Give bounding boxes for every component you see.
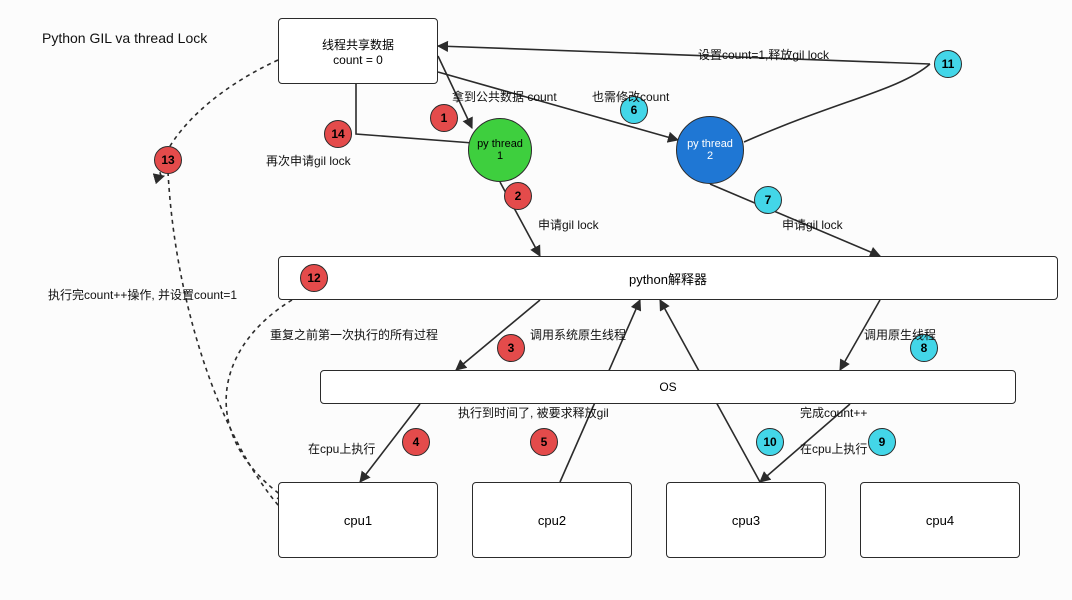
edge-label: 执行到时间了, 被要求释放gil bbox=[458, 404, 609, 421]
box-interp-line: python解释器 bbox=[629, 269, 707, 288]
step-badge-5: 5 bbox=[530, 428, 558, 456]
thread-t2-line: 2 bbox=[687, 150, 733, 162]
edge-label: 重复之前第一次执行的所有过程 bbox=[270, 326, 438, 343]
edge-label: 申请gil lock bbox=[538, 216, 599, 233]
edge-label: 拿到公共数据 count bbox=[452, 88, 557, 105]
box-cpu4-line: cpu4 bbox=[926, 513, 954, 528]
edge-label: 再次申请gil lock bbox=[266, 152, 351, 169]
step-badge-14: 14 bbox=[324, 120, 352, 148]
edge-label: 在cpu上执行 bbox=[308, 440, 375, 457]
gil-diagram-canvas: 线程共享数据count = 0 python解释器 OS cpu1 cpu2 cpu3 cp… bbox=[0, 0, 1072, 600]
box-counter-line: 线程共享数据 bbox=[322, 36, 394, 53]
step-badge-7: 7 bbox=[754, 186, 782, 214]
step-badge-3: 3 bbox=[497, 334, 525, 362]
edge-label: 执行完count++操作, 并设置count=1 bbox=[48, 286, 237, 303]
box-cpu1-line: cpu1 bbox=[344, 513, 372, 528]
edge-label: 完成count++ bbox=[800, 404, 867, 421]
edge bbox=[438, 46, 930, 64]
step-badge-10: 10 bbox=[756, 428, 784, 456]
box-cpu2: cpu2 bbox=[472, 482, 632, 558]
box-os-line: OS bbox=[659, 380, 676, 394]
edge-label: 在cpu上执行 bbox=[800, 440, 867, 457]
box-cpu1: cpu1 bbox=[278, 482, 438, 558]
edge-label: 设置count=1,释放gil lock bbox=[698, 46, 829, 63]
box-cpu3: cpu3 bbox=[666, 482, 826, 558]
step-badge-9: 9 bbox=[868, 428, 896, 456]
step-badge-2: 2 bbox=[504, 182, 532, 210]
box-cpu2-line: cpu2 bbox=[538, 513, 566, 528]
edge bbox=[744, 64, 930, 142]
edge-label: 调用系统原生线程 bbox=[530, 326, 626, 343]
box-os: OS bbox=[320, 370, 1016, 404]
step-badge-1: 1 bbox=[430, 104, 458, 132]
thread-t2: py thread2 bbox=[676, 116, 744, 184]
box-cpu4: cpu4 bbox=[860, 482, 1020, 558]
step-badge-4: 4 bbox=[402, 428, 430, 456]
edge bbox=[456, 300, 540, 370]
thread-t2-line: py thread bbox=[687, 138, 733, 150]
edge-label: 申请gil lock bbox=[782, 216, 843, 233]
step-badge-12: 12 bbox=[300, 264, 328, 292]
step-badge-13: 13 bbox=[154, 146, 182, 174]
box-cpu3-line: cpu3 bbox=[732, 513, 760, 528]
edge bbox=[168, 172, 292, 520]
edge-label: 调用原生线程 bbox=[864, 326, 936, 343]
step-badge-11: 11 bbox=[934, 50, 962, 78]
box-counter-line: count = 0 bbox=[333, 53, 383, 67]
thread-t1: py thread1 bbox=[468, 118, 532, 182]
edge-label: 也需修改count bbox=[592, 88, 669, 105]
edge-label: Python GIL va thread Lock bbox=[42, 30, 207, 46]
thread-t1-line: py thread bbox=[477, 138, 523, 150]
box-interp: python解释器 bbox=[278, 256, 1058, 300]
box-counter: 线程共享数据count = 0 bbox=[278, 18, 438, 84]
thread-t1-line: 1 bbox=[477, 150, 523, 162]
